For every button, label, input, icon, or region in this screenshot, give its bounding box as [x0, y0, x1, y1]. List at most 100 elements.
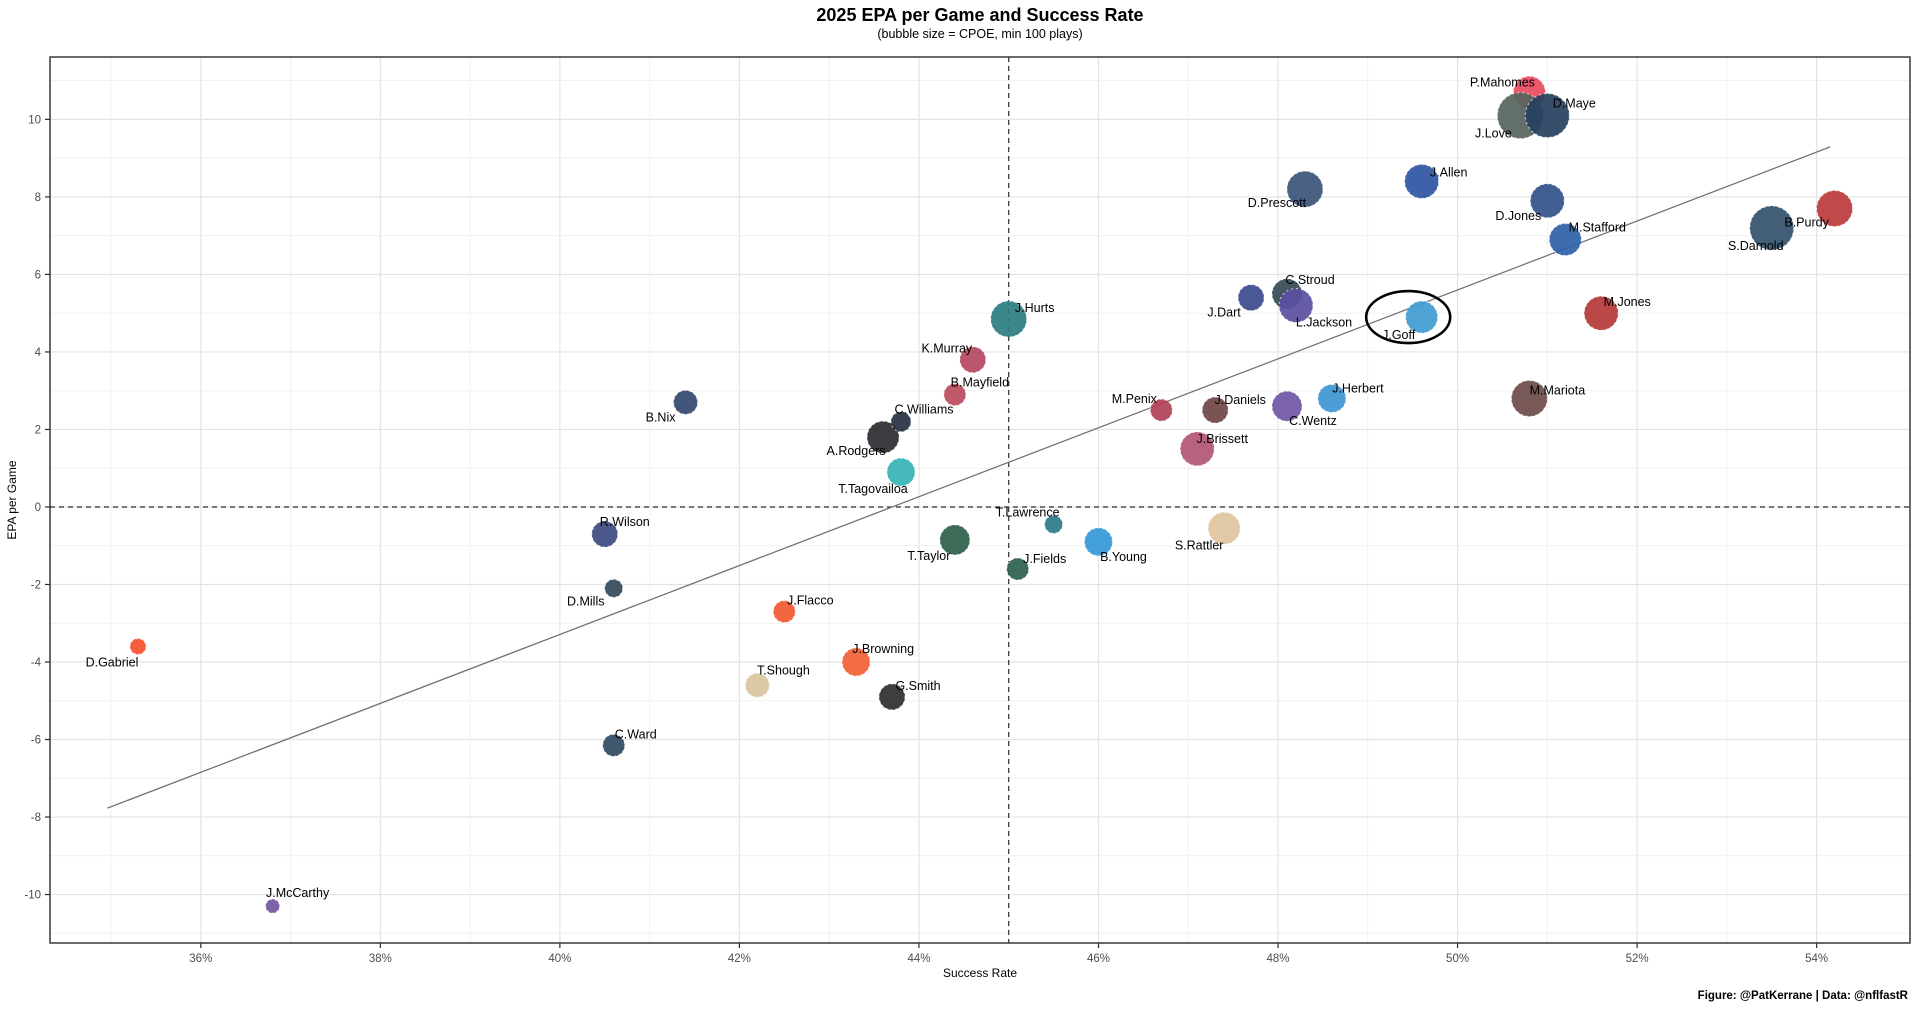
- bubble-T.Shough: [744, 672, 770, 698]
- panel-background: [50, 57, 1910, 943]
- bubble-J.Allen: [1404, 163, 1440, 200]
- y-tick-label: -10: [24, 890, 41, 902]
- bubble-J.McCarthy: [265, 898, 281, 914]
- y-tick-label: 2: [35, 424, 41, 436]
- bubble-J.Flacco: [772, 600, 796, 624]
- x-axis-title: Success Rate: [943, 966, 1017, 980]
- player-label-J.Brissett: J.Brissett: [1197, 432, 1249, 446]
- x-tick-label: 42%: [728, 953, 751, 965]
- bubble-D.Maye: [1524, 92, 1570, 139]
- bubble-J.Browning: [841, 647, 871, 677]
- y-tick-label: 0: [35, 502, 41, 514]
- player-label-C.Stroud: C.Stroud: [1285, 273, 1334, 287]
- bubble-L.Jackson: [1278, 287, 1314, 324]
- bubble-A.Rodgers: [866, 420, 900, 454]
- y-axis-title: EPA per Game: [5, 460, 19, 539]
- y-tick-label: -6: [31, 735, 41, 747]
- bubble-B.Young: [1083, 527, 1114, 557]
- x-tick-label: 46%: [1087, 953, 1110, 965]
- player-label-J.Herbert: J.Herbert: [1332, 381, 1384, 395]
- y-tick-label: 4: [35, 347, 42, 359]
- y-tick-label: -4: [31, 657, 42, 669]
- player-label-P.Mahomes: P.Mahomes: [1470, 75, 1535, 89]
- player-label-D.Mills: D.Mills: [567, 594, 605, 608]
- bubble-G.Smith: [878, 683, 906, 711]
- bubble-C.Williams: [890, 411, 912, 433]
- player-label-M.Mariota: M.Mariota: [1530, 383, 1586, 397]
- player-labels-layer: P.Mahomes J.Love D.Maye J.Allen D.Prescott D.…: [86, 75, 1830, 900]
- player-label-J.Dart: J.Dart: [1207, 306, 1241, 320]
- bubble-D.Prescott: [1286, 170, 1324, 208]
- y-tick-label: 8: [35, 192, 41, 204]
- player-label-T.Taylor: T.Taylor: [907, 549, 950, 563]
- axis-layer: 36% 38% 40% 42% 44% 46% 48% 50% 52% 54% -10 -8 -6 -4 -…: [24, 56, 1911, 965]
- bubble-layer: [129, 75, 1854, 914]
- player-label-B.Mayfield: B.Mayfield: [951, 376, 1009, 390]
- player-label-A.Rodgers: A.Rodgers: [827, 444, 886, 458]
- player-label-M.Penix: M.Penix: [1112, 392, 1158, 406]
- bubble-D.Gabriel: [129, 637, 147, 656]
- player-label-K.Murray: K.Murray: [921, 342, 972, 356]
- player-label-T.Tagovailoa: T.Tagovailoa: [838, 482, 908, 496]
- bubble-M.Stafford: [1548, 222, 1582, 257]
- x-tick-label: 50%: [1446, 953, 1469, 965]
- bubble-R.Wilson: [591, 520, 619, 548]
- player-label-R.Wilson: R.Wilson: [600, 515, 650, 529]
- player-label-D.Maye: D.Maye: [1553, 97, 1596, 111]
- chart-subtitle: (bubble size = CPOE, min 100 plays): [877, 27, 1082, 41]
- chart-title: 2025 EPA per Game and Success Rate: [816, 5, 1143, 25]
- player-label-J.Goff: J.Goff: [1382, 328, 1416, 342]
- player-label-J.Allen: J.Allen: [1430, 165, 1468, 179]
- x-tick-label: 40%: [548, 953, 571, 965]
- player-label-J.Love: J.Love: [1475, 127, 1512, 141]
- trend-line: [107, 146, 1831, 809]
- bubble-D.Jones: [1529, 183, 1565, 219]
- bubble-K.Murray: [959, 346, 987, 374]
- bubble-S.Darnold: [1749, 205, 1795, 251]
- bubble-C.Ward: [602, 733, 626, 757]
- y-tick-label: 6: [35, 269, 41, 281]
- x-tick-label: 54%: [1805, 953, 1828, 965]
- highlight-circle-J.Goff: [1364, 289, 1452, 345]
- player-label-J.Fields: J.Fields: [1023, 552, 1066, 566]
- bubble-J.Dart: [1237, 284, 1265, 312]
- player-label-L.Jackson: L.Jackson: [1296, 315, 1352, 329]
- player-label-B.Purdy: B.Purdy: [1784, 216, 1829, 230]
- bubble-M.Penix: [1149, 398, 1173, 422]
- player-label-J.McCarthy: J.McCarthy: [266, 886, 330, 900]
- player-label-M.Stafford: M.Stafford: [1569, 221, 1626, 235]
- reference-lines-layer: [50, 57, 1910, 943]
- player-label-B.Nix: B.Nix: [646, 410, 677, 424]
- bubble-J.Herbert: [1317, 383, 1347, 414]
- bubble-B.Purdy: [1815, 189, 1854, 228]
- bubble-J.Hurts: [990, 300, 1028, 338]
- player-label-C.Williams: C.Williams: [894, 403, 953, 417]
- player-label-T.Lawrence: T.Lawrence: [996, 505, 1060, 519]
- bubble-C.Wentz: [1271, 390, 1303, 422]
- annotation-layer: [1364, 289, 1452, 345]
- x-tick-label: 36%: [189, 953, 212, 965]
- x-tick-label: 44%: [907, 953, 930, 965]
- player-label-J.Daniels: J.Daniels: [1214, 393, 1265, 407]
- player-label-D.Prescott: D.Prescott: [1248, 196, 1307, 210]
- player-label-J.Hurts: J.Hurts: [1015, 301, 1055, 315]
- bubble-T.Lawrence: [1044, 514, 1064, 535]
- player-label-S.Darnold: S.Darnold: [1728, 239, 1784, 253]
- player-label-D.Jones: D.Jones: [1495, 209, 1541, 223]
- player-label-B.Young: B.Young: [1100, 550, 1147, 564]
- bubble-B.Mayfield: [943, 382, 967, 407]
- player-label-C.Wentz: C.Wentz: [1289, 414, 1337, 428]
- player-label-J.Flacco: J.Flacco: [787, 594, 834, 608]
- figure-caption: Figure: @PatKerrane | Data: @nflfastR: [1698, 990, 1909, 1002]
- bubble-M.Jones: [1583, 295, 1619, 331]
- bubble-D.Mills: [604, 578, 624, 598]
- bubble-T.Taylor: [939, 524, 971, 556]
- bubble-J.Brissett: [1179, 431, 1215, 467]
- bubble-B.Nix: [672, 389, 699, 415]
- player-label-G.Smith: G.Smith: [895, 679, 940, 693]
- player-label-T.Shough: T.Shough: [757, 663, 810, 677]
- player-label-M.Jones: M.Jones: [1604, 295, 1651, 309]
- bubble-J.Goff: [1405, 300, 1439, 334]
- y-tick-label: -2: [31, 579, 41, 591]
